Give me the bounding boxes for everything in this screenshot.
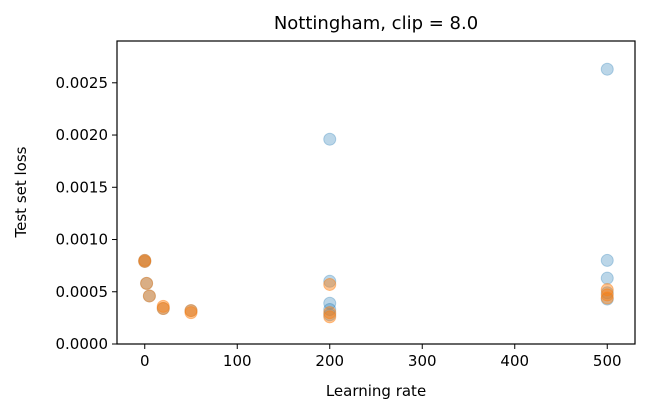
x-tick-label: 400 bbox=[500, 352, 529, 370]
data-point-series-1 bbox=[142, 289, 156, 303]
data-point-series-2 bbox=[138, 254, 152, 268]
data-point-series-2 bbox=[142, 289, 156, 303]
data-point-series-1 bbox=[600, 253, 614, 267]
data-point-series-1 bbox=[600, 286, 614, 300]
data-point-series-1 bbox=[323, 296, 337, 310]
x-tick-label: 200 bbox=[315, 352, 344, 370]
data-point-series-2 bbox=[184, 306, 198, 320]
data-point-series-2 bbox=[600, 288, 614, 302]
data-point-series-1 bbox=[600, 292, 614, 306]
plot-frame bbox=[116, 40, 636, 345]
data-point-series-2 bbox=[184, 304, 198, 318]
y-tick-label: 0.0010 bbox=[56, 231, 109, 249]
data-point-series-2 bbox=[323, 306, 337, 320]
data-point-series-2 bbox=[323, 310, 337, 324]
data-point-series-1 bbox=[140, 276, 154, 290]
data-point-series-2 bbox=[140, 276, 154, 290]
data-point-series-1 bbox=[184, 304, 198, 318]
y-axis-label: Test set loss bbox=[12, 146, 30, 238]
chart-title: Nottingham, clip = 8.0 bbox=[274, 13, 478, 34]
y-tick-label: 0.0020 bbox=[56, 126, 109, 144]
y-tick-label: 0.0025 bbox=[56, 74, 109, 92]
data-point-series-1 bbox=[323, 308, 337, 322]
data-point-series-2 bbox=[138, 253, 152, 267]
y-tick-label: 0.0015 bbox=[56, 178, 109, 196]
x-tick-label: 500 bbox=[593, 352, 622, 370]
data-point-series-2 bbox=[156, 301, 170, 315]
data-point-series-1 bbox=[600, 271, 614, 285]
data-point-series-1 bbox=[600, 62, 614, 76]
y-axis: 0.0000 0.0005 0.0010 0.0015 0.0020 0.0025 bbox=[56, 74, 117, 353]
data-point-series-2 bbox=[156, 299, 170, 313]
x-tick-label: 0 bbox=[140, 352, 150, 370]
y-tick-label: 0.0005 bbox=[56, 283, 109, 301]
data-point-series-1 bbox=[323, 303, 337, 317]
y-tick-label: 0.0000 bbox=[56, 335, 109, 353]
x-tick-label: 100 bbox=[223, 352, 252, 370]
data-point-series-2 bbox=[323, 277, 337, 291]
x-tick-label: 300 bbox=[408, 352, 437, 370]
data-point-series-1 bbox=[138, 254, 152, 268]
data-point-series-1 bbox=[156, 301, 170, 315]
data-point-series-1 bbox=[323, 274, 337, 288]
data-point-series-1 bbox=[323, 132, 337, 146]
points-layer bbox=[138, 62, 614, 324]
data-point-series-2 bbox=[600, 291, 614, 305]
x-axis-label: Learning rate bbox=[326, 382, 426, 400]
data-point-series-1 bbox=[138, 253, 152, 267]
x-axis: 0 100 200 300 400 500 bbox=[140, 344, 622, 370]
data-point-series-2 bbox=[600, 283, 614, 297]
